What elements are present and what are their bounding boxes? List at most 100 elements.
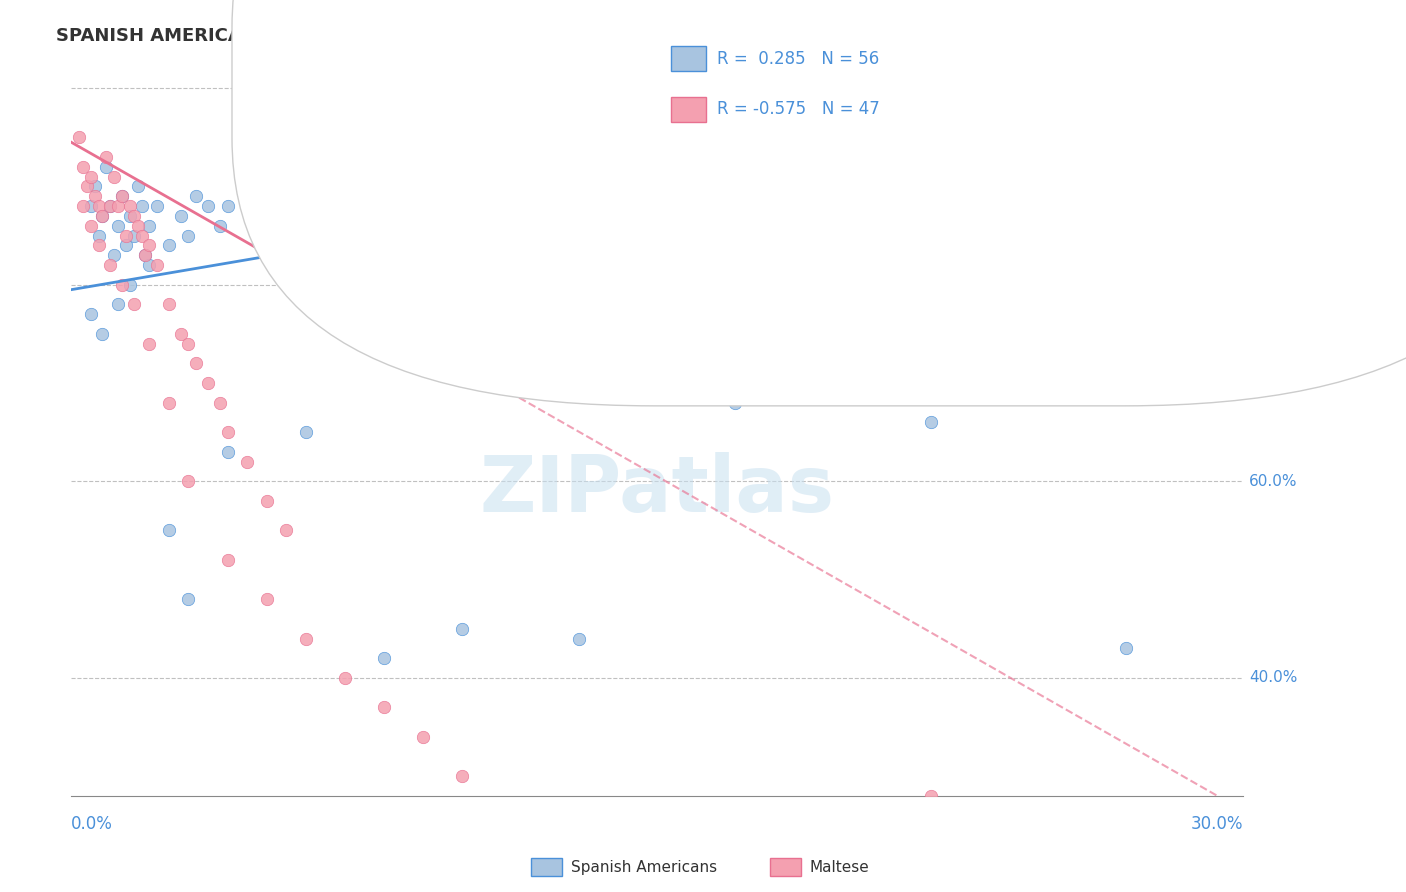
- Point: [274, 524, 297, 538]
- Point: [107, 199, 129, 213]
- Point: [208, 219, 231, 233]
- Point: [169, 326, 191, 341]
- Text: Source: ZipAtlas.com: Source: ZipAtlas.com: [1202, 27, 1350, 41]
- Point: [157, 238, 180, 252]
- Point: [186, 189, 208, 203]
- Point: [236, 455, 259, 469]
- Point: [685, 179, 707, 194]
- Point: [529, 209, 551, 223]
- Point: [841, 189, 863, 203]
- Point: [412, 730, 434, 744]
- Point: [127, 179, 149, 194]
- Point: [208, 395, 231, 409]
- Point: [111, 277, 134, 292]
- Point: [127, 219, 149, 233]
- Point: [177, 475, 200, 489]
- Point: [568, 632, 591, 646]
- Point: [146, 199, 169, 213]
- Point: [122, 209, 145, 223]
- Point: [373, 189, 395, 203]
- Point: [103, 169, 125, 184]
- Point: [197, 376, 219, 390]
- Text: Maltese: Maltese: [810, 860, 869, 874]
- Point: [115, 238, 138, 252]
- Point: [157, 297, 180, 311]
- Point: [91, 209, 114, 223]
- Point: [131, 228, 153, 243]
- Point: [256, 494, 278, 508]
- Point: [607, 199, 630, 213]
- Point: [274, 199, 297, 213]
- Text: ZIPatlas: ZIPatlas: [479, 452, 835, 528]
- Point: [72, 160, 94, 174]
- Point: [98, 258, 121, 272]
- Point: [256, 209, 278, 223]
- Point: [80, 219, 103, 233]
- Point: [67, 130, 90, 145]
- Point: [87, 228, 110, 243]
- Text: 60.0%: 60.0%: [1249, 474, 1298, 489]
- Text: 80.0%: 80.0%: [1249, 277, 1298, 293]
- Point: [80, 307, 103, 321]
- Point: [217, 445, 239, 459]
- Point: [80, 169, 103, 184]
- Text: 100.0%: 100.0%: [1249, 80, 1308, 95]
- Text: R =  0.285   N = 56: R = 0.285 N = 56: [717, 50, 879, 68]
- Point: [489, 228, 512, 243]
- Point: [177, 592, 200, 607]
- Point: [920, 789, 942, 803]
- Point: [87, 238, 110, 252]
- Point: [107, 297, 129, 311]
- Point: [177, 336, 200, 351]
- Point: [333, 209, 356, 223]
- Point: [118, 199, 141, 213]
- Point: [294, 632, 316, 646]
- Point: [76, 179, 98, 194]
- Point: [294, 425, 316, 440]
- Text: 40.0%: 40.0%: [1249, 671, 1298, 685]
- Point: [122, 228, 145, 243]
- Point: [118, 209, 141, 223]
- Point: [373, 700, 395, 714]
- Point: [169, 209, 191, 223]
- Point: [157, 524, 180, 538]
- Point: [314, 219, 336, 233]
- Point: [80, 199, 103, 213]
- Point: [1192, 111, 1215, 125]
- Point: [134, 248, 156, 262]
- Point: [146, 258, 169, 272]
- Point: [134, 248, 156, 262]
- Point: [111, 189, 134, 203]
- Point: [333, 671, 356, 685]
- Point: [1036, 111, 1059, 125]
- Point: [138, 258, 160, 272]
- Point: [1115, 641, 1137, 656]
- Point: [186, 356, 208, 370]
- Point: [98, 199, 121, 213]
- Point: [103, 248, 125, 262]
- Point: [83, 179, 105, 194]
- Point: [131, 199, 153, 213]
- Point: [118, 277, 141, 292]
- Text: R = -0.575   N = 47: R = -0.575 N = 47: [717, 100, 880, 118]
- Point: [236, 179, 259, 194]
- Point: [256, 592, 278, 607]
- Point: [72, 199, 94, 213]
- Point: [122, 297, 145, 311]
- Point: [451, 199, 474, 213]
- Text: SPANISH AMERICAN VS MALTESE IN LABOR FORCE | AGE 35-44 CORRELATION CHART: SPANISH AMERICAN VS MALTESE IN LABOR FOR…: [56, 27, 907, 45]
- Point: [87, 199, 110, 213]
- Point: [217, 425, 239, 440]
- Point: [98, 199, 121, 213]
- Point: [294, 189, 316, 203]
- Point: [91, 209, 114, 223]
- Text: 0.0%: 0.0%: [72, 815, 112, 833]
- Point: [157, 395, 180, 409]
- Point: [451, 769, 474, 783]
- Point: [724, 395, 747, 409]
- Point: [96, 150, 118, 164]
- Point: [197, 199, 219, 213]
- Point: [91, 326, 114, 341]
- Point: [138, 238, 160, 252]
- Point: [107, 219, 129, 233]
